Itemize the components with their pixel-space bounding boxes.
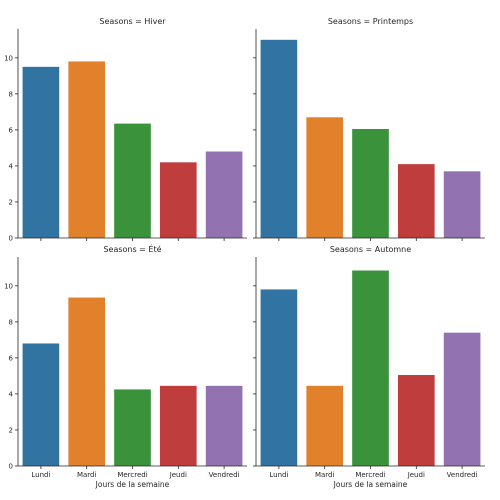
panel-title: Seasons = Hiver: [99, 17, 166, 26]
x-tick-label: Lundi: [269, 471, 288, 479]
bar-mercredi: [114, 123, 151, 238]
x-tick-label: Mercredi: [117, 471, 147, 479]
bar-lundi: [260, 39, 298, 238]
y-tick-label: 10: [4, 54, 13, 62]
x-tick-label: Mardi: [77, 471, 97, 479]
bar-jeudi: [159, 162, 197, 238]
bar-mercredi: [114, 389, 151, 466]
bar-vendredi: [205, 385, 243, 466]
bar-lundi: [260, 289, 298, 466]
y-tick-label: 2: [9, 198, 13, 206]
y-tick-label: 0: [9, 235, 13, 243]
bar-mardi: [306, 117, 344, 238]
x-tick-label: Vendredi: [209, 471, 240, 479]
bar-mercredi: [352, 128, 389, 238]
x-tick-label: Jeudi: [169, 471, 187, 479]
y-tick-label: 6: [9, 126, 14, 134]
x-tick-label: Lundi: [31, 471, 50, 479]
y-tick-label: 6: [9, 354, 14, 362]
bar-jeudi: [397, 164, 435, 238]
x-axis-label: Jours de la semaine: [333, 480, 408, 489]
x-axis-label: Jours de la semaine: [95, 480, 170, 489]
y-tick-label: 0: [9, 463, 13, 471]
y-tick-label: 8: [9, 318, 13, 326]
bar-mardi: [68, 61, 106, 239]
x-tick-label: Vendredi: [447, 471, 478, 479]
x-tick-label: Mardi: [315, 471, 335, 479]
bar-lundi: [22, 66, 60, 238]
y-tick-label: 4: [9, 162, 14, 170]
bar-lundi: [22, 343, 60, 466]
bar-mardi: [306, 385, 344, 466]
panel-title: Seasons = Printemps: [328, 17, 413, 26]
bar-jeudi: [159, 385, 197, 466]
panel-title: Seasons = Été: [103, 243, 161, 254]
panel-title: Seasons = Automne: [330, 245, 411, 254]
bar-jeudi: [397, 375, 435, 466]
bar-vendredi: [443, 332, 481, 466]
y-tick-label: 2: [9, 426, 13, 434]
bar-vendredi: [205, 151, 243, 238]
bar-vendredi: [443, 171, 481, 238]
x-tick-label: Jeudi: [407, 471, 425, 479]
y-tick-label: 8: [9, 90, 13, 98]
y-tick-label: 10: [4, 282, 13, 290]
y-tick-label: 4: [9, 390, 14, 398]
bar-mardi: [68, 297, 106, 466]
bar-mercredi: [352, 270, 389, 466]
x-tick-label: Mercredi: [355, 471, 385, 479]
